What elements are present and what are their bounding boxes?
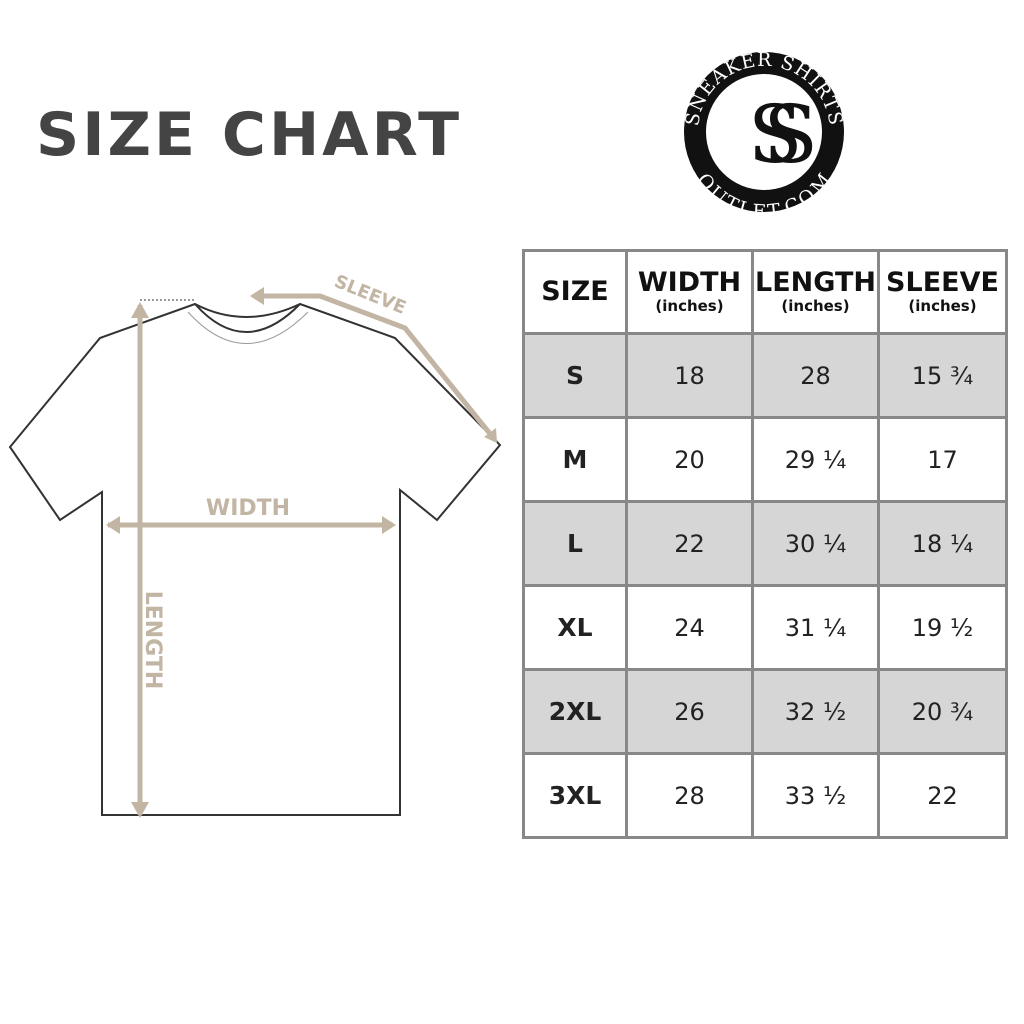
table-row: S 18 28 15 ¾ [522, 332, 1008, 419]
header-size: SIZE [522, 249, 628, 335]
cell-size: L [522, 500, 628, 587]
cell-sleeve: 19 ½ [877, 584, 1008, 671]
header-sleeve: SLEEVE (inches) [877, 249, 1008, 335]
cell-length: 32 ½ [751, 668, 880, 755]
cell-sleeve: 22 [877, 752, 1008, 839]
table-header-row: SIZE WIDTH (inches) LENGTH (inches) SLEEVE… [522, 249, 1008, 335]
cell-length: 33 ½ [751, 752, 880, 839]
cell-sleeve: 20 ¾ [877, 668, 1008, 755]
table-row: M 20 29 ¼ 17 [522, 416, 1008, 503]
header-width: WIDTH (inches) [625, 249, 754, 335]
cell-width: 20 [625, 416, 754, 503]
cell-sleeve: 17 [877, 416, 1008, 503]
cell-size: 3XL [522, 752, 628, 839]
brand-logo: SNEAKER SHIRTS OUTLET.COM SS [681, 50, 850, 215]
cell-sleeve: 18 ¼ [877, 500, 1008, 587]
length-label: LENGTH [140, 591, 165, 690]
table-row: 2XL 26 32 ½ 20 ¾ [522, 668, 1008, 755]
cell-width: 18 [625, 332, 754, 419]
table-row: XL 24 31 ¼ 19 ½ [522, 584, 1008, 671]
cell-sleeve: 15 ¾ [877, 332, 1008, 419]
cell-width: 28 [625, 752, 754, 839]
cell-length: 30 ¼ [751, 500, 880, 587]
sleeve-label: SLEEVE [331, 271, 409, 319]
cell-size: S [522, 332, 628, 419]
page-title: SIZE CHART [36, 100, 463, 170]
sleeve-arrow [255, 293, 497, 442]
tshirt-outline [8, 302, 502, 816]
table-row: 3XL 28 33 ½ 22 [522, 752, 1008, 839]
cell-length: 28 [751, 332, 880, 419]
cell-width: 26 [625, 668, 754, 755]
cell-size: XL [522, 584, 628, 671]
table-row: L 22 30 ¼ 18 ¼ [522, 500, 1008, 587]
cell-size: M [522, 416, 628, 503]
cell-width: 22 [625, 500, 754, 587]
size-table: SIZE WIDTH (inches) LENGTH (inches) SLEEVE… [522, 249, 1008, 839]
header-length: LENGTH (inches) [751, 249, 880, 335]
tshirt-diagram: WIDTH LENGTH SLEEVE [8, 271, 502, 818]
width-label: WIDTH [206, 496, 290, 521]
cell-length: 29 ¼ [751, 416, 880, 503]
cell-size: 2XL [522, 668, 628, 755]
cell-length: 31 ¼ [751, 584, 880, 671]
cell-width: 24 [625, 584, 754, 671]
